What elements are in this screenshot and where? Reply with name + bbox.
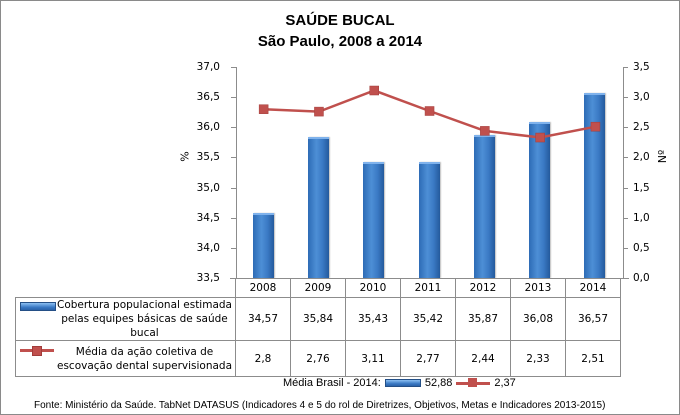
table-year-header: 2008 (235, 278, 291, 298)
brazil-average: Média Brasil - 2014: 52,88 2,37 (283, 377, 516, 389)
tick-mark (623, 278, 628, 279)
line-legend-marker-icon (32, 346, 42, 356)
table-cell: 36,57 (565, 297, 621, 341)
right-axis-tick: 0,0 (633, 272, 650, 284)
series1-label: Cobertura populacional estimada pelas eq… (56, 299, 232, 339)
table-year-header: 2012 (455, 278, 511, 298)
table-cell: 36,08 (510, 297, 566, 341)
brazil-average-coverage: 52,88 (424, 377, 453, 389)
left-axis-tick: 34,0 (196, 241, 220, 254)
tick-mark (231, 278, 236, 279)
bar (252, 213, 274, 278)
table-year-header: 2009 (290, 278, 346, 298)
tick-mark (231, 127, 236, 129)
tick-mark (231, 67, 236, 68)
table-row: Cobertura populacional estimada pelas eq… (15, 297, 621, 341)
bar (584, 92, 606, 278)
right-axis-line (623, 67, 624, 278)
table-year-header: 2011 (400, 278, 456, 298)
table-cell: 2,77 (400, 340, 456, 377)
table-corner (16, 279, 236, 298)
bar-legend-icon (384, 379, 421, 387)
right-axis-tick: 1,0 (633, 211, 650, 224)
brazil-average-label: Média Brasil - 2014: (283, 377, 381, 389)
source-footer: Fonte: Ministério da Saúde. TabNet DATAS… (34, 400, 606, 411)
table-year-header: 2010 (345, 278, 401, 298)
table-cell: 2,76 (290, 340, 346, 377)
table-year-header: 2013 (510, 278, 566, 298)
chart-title: SAÚDE BUCAL (285, 12, 395, 29)
series1-legend-cell: Cobertura populacional estimada pelas eq… (15, 297, 236, 341)
table-cell: 2,51 (565, 340, 621, 377)
tick-mark (623, 67, 628, 68)
tick-mark (623, 157, 628, 159)
table-cell: 2,44 (455, 340, 511, 377)
left-axis-tick: 34,5 (196, 211, 220, 224)
right-axis-tick: 3,5 (633, 61, 650, 73)
series2-legend-cell: Média da ação coletiva de escovação dent… (15, 340, 236, 377)
left-axis-tick: 36,5 (196, 91, 220, 104)
left-axis-tick: 36,0 (196, 121, 220, 134)
tick-mark (623, 187, 628, 189)
bar (529, 122, 551, 278)
left-axis-line (236, 67, 237, 278)
right-axis-tick: 0,5 (633, 241, 650, 254)
table-row: Média da ação coletiva de escovação dent… (15, 340, 621, 377)
table-cell: 35,87 (455, 297, 511, 341)
tick-mark (231, 217, 236, 219)
right-axis-tick: 3,0 (633, 91, 650, 104)
table-cell: 2,33 (510, 340, 566, 377)
left-axis-tick: 35,0 (196, 181, 220, 194)
table-cell: 35,42 (400, 297, 456, 341)
right-axis-tick: 2,0 (633, 151, 650, 164)
tick-mark (623, 247, 628, 249)
series2-label: Média da ação coletiva de escovação dent… (56, 345, 233, 372)
bar (363, 161, 385, 278)
table-cell: 2,8 (235, 340, 291, 377)
tick-mark (623, 127, 628, 129)
brazil-average-brushing: 2,37 (494, 377, 516, 389)
left-axis-label: % (178, 151, 192, 162)
chart-subtitle: São Paulo, 2008 a 2014 (257, 33, 423, 50)
bar (307, 136, 329, 278)
right-axis-label: Nº (656, 149, 670, 164)
table-cell: 34,57 (235, 297, 291, 341)
tick-mark (231, 247, 236, 249)
right-axis-tick: 1,5 (633, 181, 650, 194)
tick-mark (231, 157, 236, 159)
table-cell: 35,43 (345, 297, 401, 341)
tick-mark (623, 97, 628, 99)
left-axis-tick: 35,5 (196, 151, 220, 164)
tick-mark (231, 187, 236, 189)
bar (473, 135, 495, 278)
bar-legend-icon (20, 302, 56, 311)
left-axis-tick: 33,5 (196, 272, 220, 284)
table-cell: 35,84 (290, 297, 346, 341)
bar (418, 162, 440, 278)
tick-mark (231, 97, 236, 99)
data-table: 2008 2009 2010 2011 2012 2013 2014 Cobertura p… (15, 278, 621, 377)
right-axis-tick: 2,5 (633, 121, 650, 134)
left-axis-tick: 37,0 (196, 61, 220, 73)
line-legend-icon (456, 377, 491, 387)
table-year-header: 2014 (565, 278, 621, 298)
tick-mark (623, 217, 628, 219)
table-cell: 3,11 (345, 340, 401, 377)
